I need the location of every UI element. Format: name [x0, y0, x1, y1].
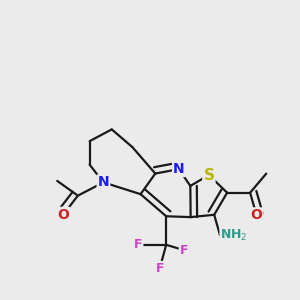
Text: N: N	[173, 162, 185, 176]
Text: F: F	[134, 238, 142, 251]
Text: F: F	[180, 244, 188, 256]
Text: O: O	[57, 208, 69, 222]
Text: N: N	[98, 176, 109, 189]
Text: S: S	[203, 167, 214, 182]
Text: NH$_2$: NH$_2$	[220, 228, 247, 243]
Text: F: F	[155, 262, 164, 275]
Text: O: O	[251, 208, 262, 222]
